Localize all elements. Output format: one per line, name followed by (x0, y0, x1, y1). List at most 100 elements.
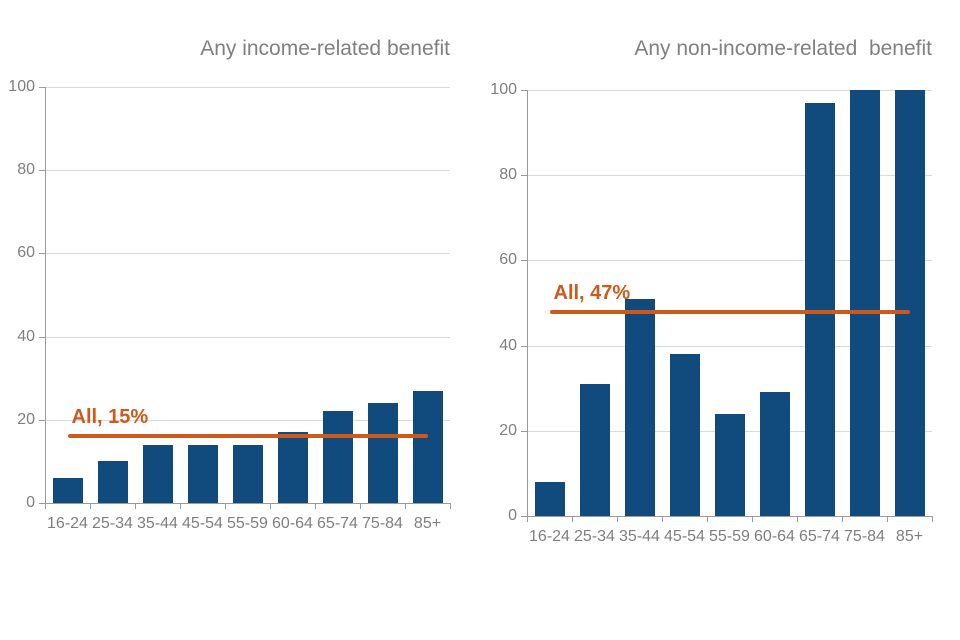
y-axis-label-40: 40 (17, 328, 35, 345)
y-axis-label-0: 0 (26, 494, 35, 511)
x-axis-label-60-64: 60-64 (754, 528, 795, 545)
x-axis-tick-2 (617, 516, 618, 522)
y-axis-tick-40 (39, 337, 45, 338)
bar-75-84 (849, 90, 880, 516)
y-axis-label-60: 60 (499, 251, 517, 268)
x-axis-label-25-34: 25-34 (574, 528, 615, 545)
bar-85+ (412, 391, 443, 503)
bar-16-24 (534, 482, 565, 516)
x-axis-tick-4 (225, 503, 226, 509)
gridline-60 (45, 253, 450, 254)
y-axis-label-20: 20 (17, 411, 35, 428)
gridline-20 (45, 420, 450, 421)
chart-title-non-income-related: Any non-income-related benefit (634, 37, 932, 60)
gridline-60 (527, 260, 932, 261)
y-axis-label-100: 100 (8, 78, 35, 95)
x-axis-label-35-44: 35-44 (619, 528, 660, 545)
x-axis-tick-4 (707, 516, 708, 522)
x-axis-tick-8 (405, 503, 406, 509)
x-axis-tick-0 (527, 516, 528, 522)
x-axis-label-65-74: 65-74 (317, 515, 358, 532)
y-axis-tick-80 (521, 175, 527, 176)
bar-75-84 (367, 403, 398, 503)
y-axis-tick-0 (39, 503, 45, 504)
x-axis-label-85+: 85+ (895, 528, 924, 545)
x-axis-tick-1 (90, 503, 91, 509)
y-axis-tick-100 (521, 90, 527, 91)
bar-45-54 (187, 445, 218, 503)
x-axis-label-60-64: 60-64 (272, 515, 313, 532)
x-axis-label-85+: 85+ (413, 515, 442, 532)
x-axis-tick-6 (797, 516, 798, 522)
y-axis-tick-60 (39, 253, 45, 254)
y-axis-label-0: 0 (508, 507, 517, 524)
y-axis-tick-0 (521, 516, 527, 517)
y-axis-tick-20 (39, 420, 45, 421)
x-axis-label-75-84: 75-84 (362, 515, 403, 532)
chart-title-income-related: Any income-related benefit (200, 37, 450, 60)
y-axis-tick-60 (521, 260, 527, 261)
y-axis-label-100: 100 (490, 81, 517, 98)
y-axis-tick-80 (39, 170, 45, 171)
gridline-80 (527, 175, 932, 176)
average-reference-label: All, 47% (553, 282, 631, 304)
x-axis-tick-5 (752, 516, 753, 522)
x-axis-label-45-54: 45-54 (182, 515, 223, 532)
gridline-80 (45, 170, 450, 171)
x-axis-label-35-44: 35-44 (137, 515, 178, 532)
x-axis-label-55-59: 55-59 (709, 528, 750, 545)
x-axis-tick-3 (180, 503, 181, 509)
y-axis-line (527, 90, 528, 521)
y-axis-label-20: 20 (499, 422, 517, 439)
average-reference-line (549, 310, 910, 314)
bar-55-59 (714, 414, 745, 516)
x-axis-tick-9 (450, 503, 451, 509)
x-axis-tick-5 (270, 503, 271, 509)
bar-45-54 (669, 354, 700, 516)
gridline-40 (527, 346, 932, 347)
bar-55-59 (232, 445, 263, 503)
x-axis-tick-8 (887, 516, 888, 522)
x-axis-label-25-34: 25-34 (92, 515, 133, 532)
x-axis-tick-0 (45, 503, 46, 509)
x-axis-tick-2 (135, 503, 136, 509)
x-axis-label-16-24: 16-24 (529, 528, 570, 545)
x-axis-line (45, 503, 451, 504)
bar-60-64 (277, 432, 308, 503)
x-axis-tick-1 (572, 516, 573, 522)
x-axis-label-55-59: 55-59 (227, 515, 268, 532)
x-axis-tick-7 (360, 503, 361, 509)
gridline-100 (45, 87, 450, 88)
y-axis-tick-20 (521, 431, 527, 432)
y-axis-label-80: 80 (499, 166, 517, 183)
average-reference-label: All, 15% (71, 406, 149, 428)
bar-65-74 (804, 103, 835, 516)
x-axis-tick-6 (315, 503, 316, 509)
average-reference-line (67, 434, 428, 438)
bar-35-44 (142, 445, 173, 503)
x-axis-label-16-24: 16-24 (47, 515, 88, 532)
x-axis-label-45-54: 45-54 (664, 528, 705, 545)
x-axis-label-65-74: 65-74 (799, 528, 840, 545)
x-axis-line (527, 516, 933, 517)
bar-25-34 (579, 384, 610, 516)
y-axis-label-80: 80 (17, 161, 35, 178)
y-axis-label-40: 40 (499, 337, 517, 354)
x-axis-tick-3 (662, 516, 663, 522)
x-axis-tick-9 (932, 516, 933, 522)
bar-85+ (894, 90, 925, 516)
y-axis-line (45, 87, 46, 508)
bar-65-74 (322, 411, 353, 503)
bar-16-24 (52, 478, 83, 503)
bar-25-34 (97, 461, 128, 503)
bar-60-64 (759, 392, 790, 516)
y-axis-label-60: 60 (17, 244, 35, 261)
bar-35-44 (624, 299, 655, 516)
x-axis-label-75-84: 75-84 (844, 528, 885, 545)
y-axis-tick-40 (521, 346, 527, 347)
gridline-40 (45, 337, 450, 338)
gridline-100 (527, 90, 932, 91)
y-axis-tick-100 (39, 87, 45, 88)
x-axis-tick-7 (842, 516, 843, 522)
